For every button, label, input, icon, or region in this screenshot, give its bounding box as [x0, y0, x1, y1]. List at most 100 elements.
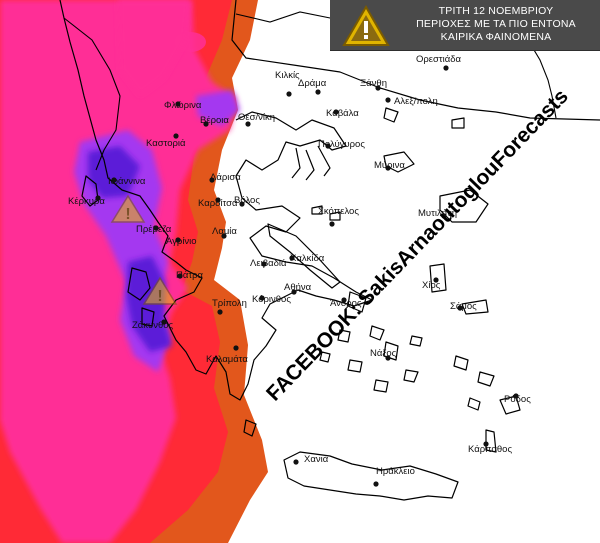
city-label: Καστοριά — [146, 138, 186, 149]
city-label: Πάτρα — [176, 270, 204, 281]
warning-triangle-icon — [342, 5, 390, 46]
city-label: Ιωάννινα — [108, 176, 146, 187]
evia-island — [267, 223, 341, 289]
corfu-island — [81, 175, 99, 207]
city-dot — [333, 109, 339, 115]
title-line-phenomena: ΚΑΙΡΙΚΑ ΦΑΙΝΟΜΕΝΑ — [440, 31, 552, 43]
city-dot — [209, 177, 215, 183]
city-dot — [175, 237, 181, 243]
city-dot — [239, 201, 245, 207]
city-label: Λαμία — [212, 226, 237, 237]
city-dot — [175, 101, 181, 107]
city-label: Δράμα — [298, 78, 327, 89]
city-dot — [286, 91, 292, 97]
city-label: Καρδίτσα — [198, 198, 238, 209]
cythera-island — [243, 419, 257, 437]
title-line-date: ΤΡΙΤΗ 12 ΝΟΕΜΒΡΙΟΥ — [438, 5, 554, 17]
city-label: Σάμος — [450, 301, 477, 312]
city-dot — [233, 345, 239, 351]
city-dot — [161, 319, 167, 325]
city-dot — [221, 233, 227, 239]
title-text: ΤΡΙΤΗ 12 ΝΟΕΜΒΡΙΟΥ ΠΕΡΙΟΧΕΣ ΜΕ ΤΑ ΠΙΟ ΕΝ… — [396, 5, 596, 44]
city-label: Κάρπαθος — [468, 444, 512, 455]
city-label: Βέροια — [200, 115, 229, 126]
city-label: Νάξος — [370, 348, 397, 359]
city-dot — [513, 393, 519, 399]
city-label: Μύρινα — [374, 160, 405, 171]
city-label: Μυτιλήνη — [418, 208, 457, 219]
andros-island — [347, 291, 367, 313]
city-dot — [441, 213, 447, 219]
city-label: Πρέβεζα — [136, 224, 172, 235]
city-label: Τρίπολη — [212, 298, 247, 309]
exclamation-glyph: ! — [125, 206, 130, 223]
city-label: Χανιά — [304, 454, 329, 465]
city-label: Κιλκίς — [275, 70, 300, 81]
city-label: Κέρκυρα — [68, 196, 105, 207]
title-line-areas: ΠΕΡΙΟΧΕΣ ΜΕ ΤΑ ΠΙΟ ΕΝΤΟΝΑ — [416, 18, 576, 30]
rain-high-band-north — [118, 0, 190, 96]
city-label: Αλεξ/πολη — [394, 96, 438, 107]
city-dot — [433, 277, 439, 283]
thasos-island — [383, 107, 399, 123]
city-label: Ρόδος — [504, 394, 531, 405]
crete-island — [283, 451, 459, 501]
title-banner: ΤΡΙΤΗ 12 ΝΟΕΜΒΡΙΟΥ ΠΕΡΙΟΧΕΣ ΜΕ ΤΑ ΠΙΟ ΕΝ… — [330, 0, 600, 51]
city-dot — [289, 255, 295, 261]
city-label: Πολύγυρος — [318, 139, 365, 150]
city-label: Λειβαδιά — [250, 258, 287, 269]
rain-heavy-core-north — [88, 146, 140, 198]
city-dot — [95, 195, 101, 201]
city-label: Βόλος — [234, 195, 260, 206]
city-dot — [293, 459, 299, 465]
city-dot — [385, 355, 391, 361]
city-dot — [329, 221, 335, 227]
city-label: Χαλκίδα — [290, 253, 325, 264]
city-label: Θεσ/νίκη — [238, 112, 275, 123]
city-label: Καβάλα — [326, 108, 359, 119]
city-label: Κόρινθος — [252, 294, 291, 305]
skiathos-island — [311, 205, 341, 221]
city-dot — [341, 297, 347, 303]
city-dot — [457, 305, 463, 311]
city-dot — [217, 309, 223, 315]
city-label: Ζάκυνθος — [132, 320, 174, 331]
city-dot — [153, 225, 159, 231]
city-dot — [261, 261, 267, 267]
zakynthos-island — [141, 307, 155, 327]
samos-island — [461, 299, 489, 315]
cyclades-islands — [319, 325, 423, 393]
limnos-island — [383, 151, 415, 173]
exclamation-glyph: ! — [157, 288, 162, 305]
city-dot — [325, 143, 331, 149]
chios-island — [429, 263, 447, 293]
city-markers: Ορεστιάδα Δράμα Ξάνθη Κιλκίς Αλεξ/πολη Φλώριν… — [68, 54, 531, 487]
albania-border — [63, 17, 121, 171]
city-dot — [111, 177, 117, 183]
lesvos-island — [439, 189, 489, 223]
city-dot — [315, 89, 321, 95]
city-dot — [245, 121, 251, 127]
warning-triangle-icon — [142, 276, 178, 305]
city-label: Φλώρινα — [164, 100, 202, 111]
city-dot — [203, 121, 209, 127]
city-label: Αγρίνιο — [166, 236, 197, 247]
city-dot — [177, 273, 183, 279]
city-dot — [483, 441, 489, 447]
city-label: Καλαμάτα — [206, 354, 248, 365]
rain-very-high-band-north — [196, 90, 240, 126]
city-label: Ξάνθη — [360, 78, 387, 89]
city-label: Λάρισα — [210, 172, 241, 183]
city-dot — [385, 97, 391, 103]
city-dot — [373, 481, 379, 487]
city-label: Άνδρος — [330, 298, 362, 309]
city-label: Χίος — [422, 280, 441, 291]
chalkidiki-outline — [291, 145, 331, 181]
city-dot — [215, 197, 221, 203]
kefalonia-island — [127, 267, 151, 301]
city-label: Ορεστιάδα — [416, 54, 462, 65]
city-dot — [385, 165, 391, 171]
samothraki-island — [451, 117, 465, 129]
